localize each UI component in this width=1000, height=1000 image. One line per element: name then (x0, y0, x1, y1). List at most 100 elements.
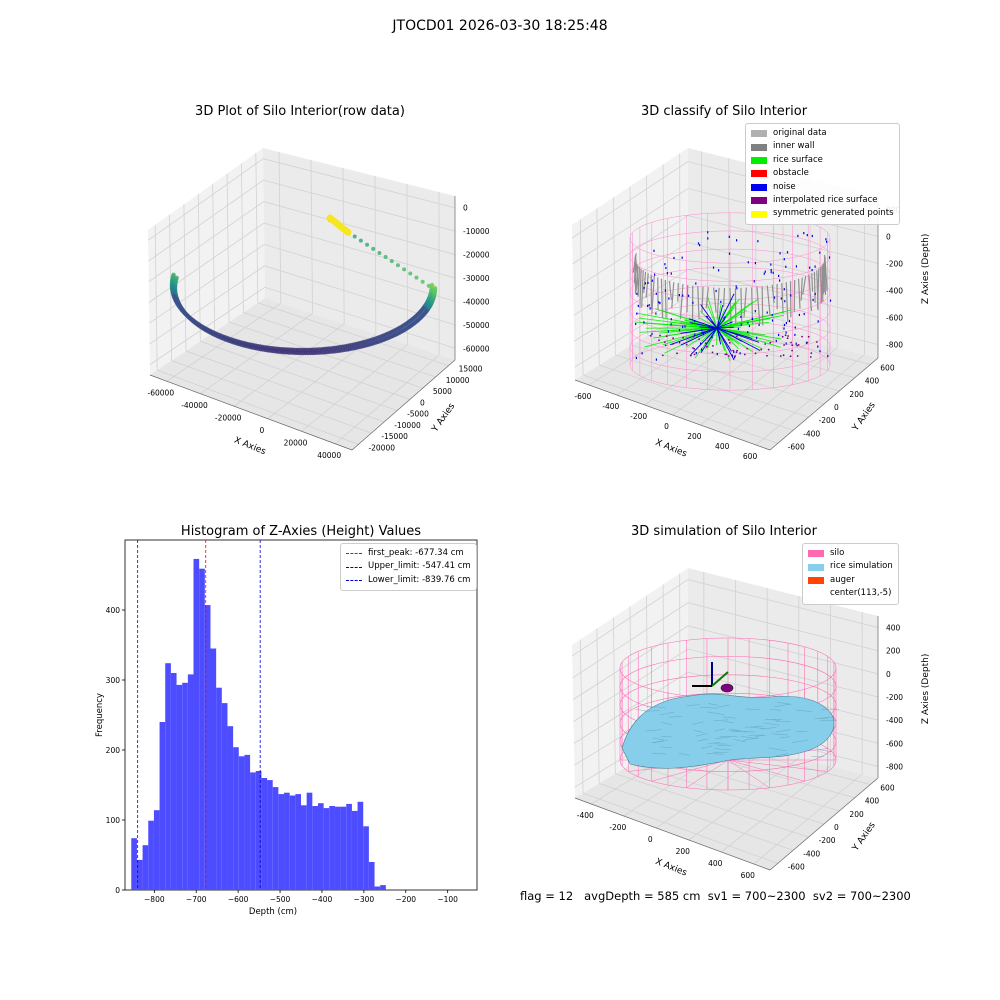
p2-interpolated-point (767, 348, 770, 351)
p2-noise-point (747, 331, 749, 334)
p2-interpolated-point (809, 356, 812, 358)
p2-noise-point (682, 325, 684, 329)
p4-silo-base (651, 759, 729, 782)
p4-xtick-label: 0 (648, 835, 653, 844)
p1-ytick-label: -5000 (407, 410, 429, 419)
p4-xtick-label: 200 (676, 847, 691, 856)
p4-ytick-label: 0 (834, 823, 839, 832)
histogram-xtick-label: −400 (312, 895, 333, 904)
p1-ytick-label: 5000 (433, 387, 452, 396)
p2-noise-point (681, 256, 683, 259)
histogram-bar (261, 778, 268, 890)
p2-rice-surface (716, 302, 737, 329)
p4-rice-mesh (661, 722, 673, 726)
p2-wall-point (802, 276, 807, 295)
p2-interpolated-point (705, 345, 708, 348)
p2-noise-point (794, 333, 796, 336)
p4-silo-base (727, 759, 805, 782)
p4-rice-mesh (714, 728, 725, 732)
p4-rice-mesh (763, 722, 780, 726)
histogram-bar (301, 805, 307, 890)
p2-interpolated-point (787, 335, 789, 337)
p4-rice-mesh (660, 746, 673, 748)
p4-rice-mesh (771, 733, 788, 736)
p2-noise-point (679, 341, 681, 344)
p2-noise-point (728, 235, 730, 238)
histogram-xtick-label: −500 (270, 895, 291, 904)
p2-wall-point (633, 261, 637, 284)
p1-ztick-label: -50000 (463, 321, 490, 330)
p1-ztick-label: -20000 (463, 251, 490, 260)
p2-noise-point (773, 296, 776, 299)
p4-rice-mesh (693, 730, 704, 733)
p2-interpolated-point (711, 351, 714, 354)
p2-rice-surface (644, 327, 718, 348)
p4-rice-mesh (652, 740, 664, 743)
p2-noise-point (716, 321, 733, 329)
p2-wall-point (671, 282, 675, 309)
p1-ylabel: Y Axies (430, 401, 458, 434)
p1-xtick-label: -60000 (148, 388, 175, 397)
p2-xtick-label: -200 (630, 412, 647, 421)
p4-ytick-label: -600 (788, 862, 805, 871)
p2-interpolated-point (672, 337, 674, 340)
p1-data-point (402, 267, 407, 272)
p2-noise-point (711, 320, 718, 329)
histogram-bar (148, 820, 154, 890)
p2-wall-point (637, 266, 640, 297)
p2-noise-point (803, 312, 805, 316)
p1-grid-y (228, 321, 423, 389)
legend-item-rice-surface: rice surface (751, 154, 894, 167)
p2-noise-point (778, 274, 780, 277)
p4-rice-mesh (717, 744, 732, 746)
p2-interpolated-point (779, 355, 782, 357)
p2-wall-point (716, 287, 720, 320)
p2-noise-point (766, 311, 768, 314)
p1-grid-z (148, 201, 456, 283)
p2-grid-y (647, 334, 840, 392)
p2-noise-point (803, 232, 805, 235)
p2-noise-point (785, 342, 787, 345)
p2-noise-point (658, 301, 660, 304)
p2-interpolated-point (728, 341, 731, 344)
p2-noise-point (700, 327, 718, 334)
p2-wall-point (701, 286, 704, 313)
histogram-ylabel: Frequency (95, 693, 105, 737)
p2-noise-point (636, 312, 638, 315)
p2-interpolated-point (743, 353, 746, 356)
p1-data-point (414, 275, 419, 280)
p2-silo-ring (629, 285, 831, 337)
p4-rice-mesh (708, 703, 719, 706)
p1-xtick-label: 0 (259, 426, 264, 435)
p2-xtick-label: 600 (743, 452, 758, 461)
p1-xtick-label: -20000 (215, 413, 242, 422)
p1-data-point (365, 242, 370, 247)
p2-noise-point (684, 325, 686, 328)
p4-ylabel: Y Axies (850, 820, 878, 853)
p2-interpolated-point (754, 352, 757, 355)
p2-noise-point (715, 289, 717, 293)
p2-noise-point (740, 315, 742, 318)
p4-silo-base (686, 759, 729, 788)
histogram-bar (176, 684, 183, 890)
p2-wall-point (713, 287, 717, 313)
p1-grid-y (185, 350, 385, 423)
p2-noise-point (680, 327, 718, 334)
p1-grid-z (149, 286, 456, 365)
p2-noise-point (716, 305, 724, 329)
p2-noise-point (666, 272, 668, 275)
histogram-xlabel: Depth (cm) (249, 907, 297, 917)
p2-noise-point (734, 356, 736, 359)
p2-noise-point (783, 323, 786, 327)
p2-interpolated-point (796, 355, 799, 357)
p2-grid-y-wall (579, 219, 584, 376)
histogram-bar (165, 663, 171, 890)
p1-grid-x (166, 302, 282, 382)
p4-rice-mesh (743, 737, 759, 741)
p2-noise-point (724, 316, 726, 319)
legend-item-silo: silo (808, 547, 893, 560)
p4-grid-z (571, 579, 879, 657)
p1-data-point (433, 288, 437, 292)
p2-noise-point (772, 271, 774, 274)
p2-interpolated-point (693, 353, 696, 356)
